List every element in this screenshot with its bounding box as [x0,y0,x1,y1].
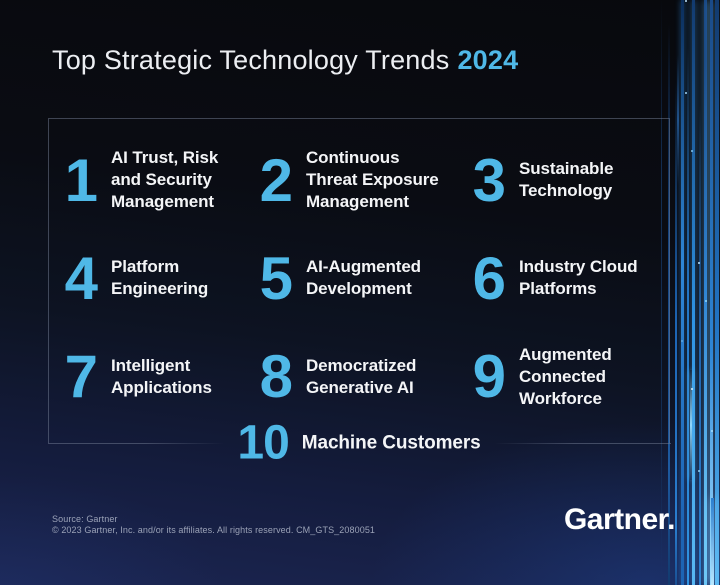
light-streak [710,0,713,585]
trend-label: AI Trust, Risk and Security Management [111,148,219,212]
trend-item-2: 2 Continuous Threat Exposure Management [256,131,469,229]
light-streak [690,370,692,480]
trend-item-5: 5 AI-Augmented Development [256,229,469,327]
trend-number: 6 [472,244,506,312]
trend-label: Platform Engineering [111,257,209,299]
light-streak [677,55,679,185]
trend-label: Sustainable Technology [519,159,614,201]
trend-item-9: 9 Augmented Connected Workforce [469,328,669,426]
light-streak [675,0,677,585]
light-streak [699,0,701,585]
page-title-text: Top Strategic Technology Trends [52,45,450,75]
trends-box: 1 AI Trust, Risk and Security Management… [48,118,670,443]
light-streak [711,498,714,585]
trends-grid: 1 AI Trust, Risk and Security Management… [49,119,669,426]
trend-label: Augmented Connected Workforce [519,344,612,408]
trend-item-4: 4 Platform Engineering [49,229,256,327]
trend-item-10: 10 Machine Customers [48,416,670,470]
trend-label: Industry Cloud Platforms [519,257,638,299]
light-streak [687,0,689,585]
trend-number: 5 [259,244,293,312]
trend-number: 1 [64,146,98,214]
trend-number: 2 [259,146,293,214]
source-note: Source: Gartner © 2023 Gartner, Inc. and… [52,514,375,536]
trend-item-3: 3 Sustainable Technology [469,131,669,229]
trend-label: AI-Augmented Development [306,257,421,299]
light-streak [692,0,695,585]
light-streak [681,0,684,585]
trend-item-7: 7 Intelligent Applications [49,328,256,426]
trend-number: 9 [472,343,506,411]
gartner-logo: Gartner. [563,503,676,536]
source-line: Source: Gartner [52,514,118,524]
light-dots [685,0,687,2]
trend-item-6: 6 Industry Cloud Platforms [469,229,669,327]
light-streak [715,0,719,585]
trend-number: 4 [64,244,98,312]
trend-label: Intelligent Applications [111,355,212,397]
trend-item-8: 8 Democratized Generative AI [256,328,469,426]
trend-label: Democratized Generative AI [306,355,417,397]
box-bottom-border-right [494,443,671,444]
page-title-year: 2024 [457,45,519,75]
trend-label: Continuous Threat Exposure Management [306,148,439,212]
trend-label: Machine Customers [301,432,481,453]
trend-number: 3 [472,146,506,214]
box-bottom-border-left [48,443,224,444]
light-streak [704,0,707,585]
trend-number: 7 [64,343,98,411]
page-title: Top Strategic Technology Trends 2024 [52,45,518,76]
trend-number: 8 [259,343,293,411]
copyright-line: © 2023 Gartner, Inc. and/or its affiliat… [52,525,376,535]
trend-number: 10 [237,416,289,470]
trend-item-1: 1 AI Trust, Risk and Security Management [49,131,256,229]
